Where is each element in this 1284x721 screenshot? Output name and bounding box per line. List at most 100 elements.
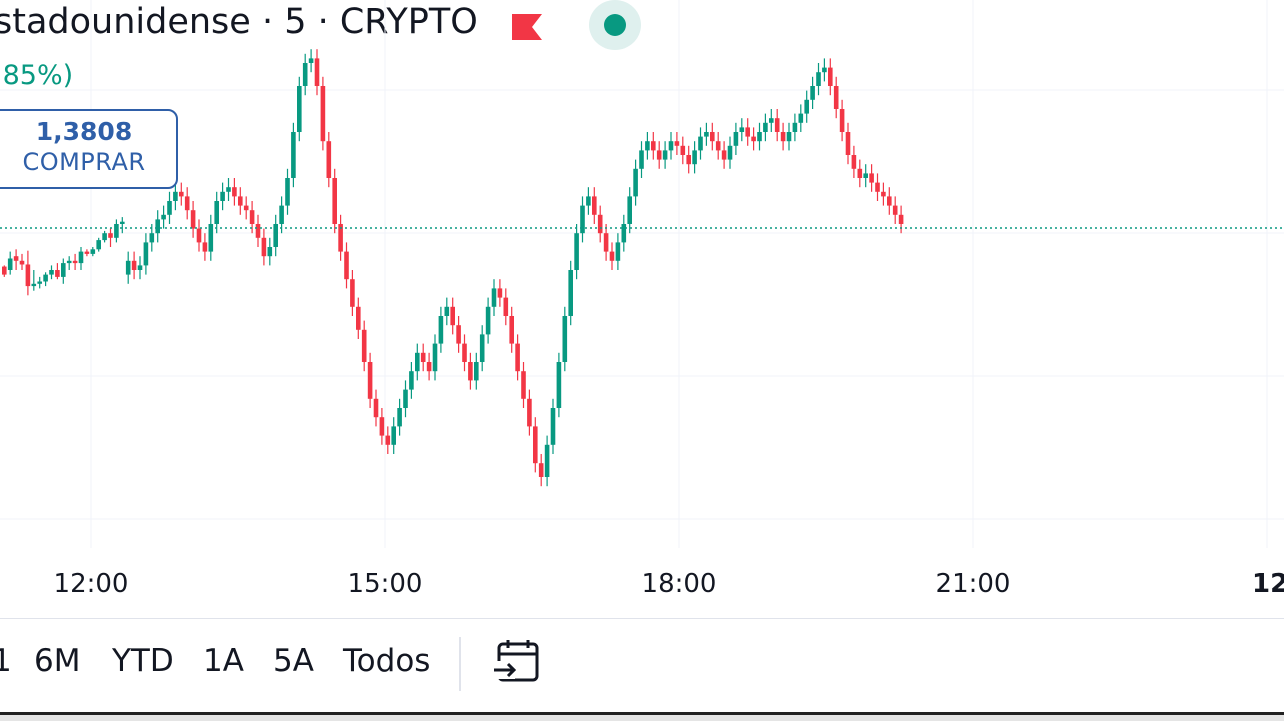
candle-body — [550, 408, 556, 445]
candle-body — [562, 316, 568, 362]
candle-body — [61, 263, 66, 277]
candle-body — [485, 306, 491, 335]
calendar-goto-icon[interactable] — [493, 639, 541, 685]
candle-body — [645, 141, 650, 151]
chart-title[interactable]: stadounidense · 5 · CRYPTO — [0, 2, 478, 42]
range-1[interactable]: 1 — [0, 643, 12, 679]
candle-body — [798, 113, 804, 123]
candle-body — [338, 224, 343, 252]
candle-body — [845, 132, 851, 155]
range-ytd[interactable]: YTD — [112, 643, 174, 679]
candle-body — [651, 141, 656, 151]
candle-body — [491, 288, 497, 307]
candle-body — [603, 233, 609, 252]
candle-body — [816, 72, 821, 86]
candle-body — [892, 205, 898, 215]
candle-body — [538, 463, 544, 477]
candle-body — [763, 122, 768, 132]
candle-body — [326, 141, 332, 178]
candle-body — [869, 173, 874, 183]
candle-body — [680, 145, 686, 155]
x-tick-label: 12:00 — [54, 569, 129, 599]
candle-body — [462, 343, 467, 362]
candle-body — [43, 274, 48, 282]
range-1a[interactable]: 1A — [203, 643, 244, 679]
candle-body — [733, 132, 739, 146]
candle-body — [344, 251, 349, 280]
candle-body — [426, 362, 432, 372]
candle-body — [751, 136, 756, 142]
range-todos[interactable]: Todos — [343, 643, 431, 679]
candle-body — [108, 233, 113, 238]
candle-body — [7, 258, 13, 270]
candle-body — [745, 127, 750, 137]
candle-body — [839, 109, 845, 132]
candle-body — [291, 132, 296, 178]
candle-body — [615, 242, 621, 261]
candle-body — [757, 132, 762, 142]
candle-body — [639, 150, 644, 169]
candle-body — [420, 352, 426, 362]
candle-body — [25, 264, 31, 287]
candle-body — [468, 362, 473, 381]
x-tick-label: 15:00 — [348, 569, 423, 599]
candle-body — [810, 86, 815, 100]
candle-body — [804, 99, 809, 114]
candle-body — [609, 251, 615, 261]
candle-body — [49, 270, 54, 275]
candle-body — [509, 316, 514, 344]
range-5a[interactable]: 5A — [273, 643, 314, 679]
candle-body — [208, 224, 214, 252]
range-6m[interactable]: 6M — [34, 643, 81, 679]
market-status-button[interactable] — [589, 0, 641, 50]
candle-body — [155, 219, 160, 234]
candle-body — [627, 196, 632, 224]
market-open-dot-icon — [604, 14, 626, 36]
candle-body — [686, 155, 691, 165]
candle-body — [320, 86, 326, 142]
candle-body — [90, 249, 96, 254]
candle-body — [373, 398, 379, 418]
candle-body — [727, 145, 733, 160]
buy-button[interactable]: 1,3808 COMPRAR — [0, 109, 178, 189]
candle-body — [143, 242, 149, 266]
candle-body — [125, 260, 131, 275]
candle-body — [721, 150, 727, 160]
candle-body — [332, 178, 337, 224]
bottom-divider — [0, 712, 1284, 721]
candle-body — [586, 196, 591, 206]
candle-body — [503, 297, 509, 316]
candle-body — [450, 306, 455, 326]
range-separator — [459, 637, 461, 691]
candle-body — [556, 362, 562, 408]
candle-body — [179, 191, 184, 197]
candle-body — [656, 150, 662, 160]
candle-body — [2, 266, 7, 275]
candle-body — [149, 233, 155, 243]
candle-body — [574, 233, 579, 270]
candle-body — [267, 247, 273, 257]
candle-body — [432, 343, 438, 372]
candle-body — [385, 435, 391, 445]
candle-body — [308, 58, 314, 63]
candlestick-chart[interactable]: 12:00 15:00 18:00 21:00 12 — [0, 0, 1284, 618]
candle-body — [285, 178, 290, 206]
candle-body — [55, 270, 60, 277]
candle-body — [302, 63, 308, 86]
candle-body — [161, 214, 166, 220]
candle-body — [715, 141, 721, 151]
candles — [2, 49, 904, 487]
candle-body — [190, 210, 196, 229]
x-axis: 12:00 15:00 18:00 21:00 12 — [54, 569, 1284, 599]
candle-body — [167, 201, 172, 215]
candle-body — [356, 306, 361, 330]
candle-body — [13, 256, 19, 261]
candle-body — [851, 155, 857, 169]
candle-body — [668, 141, 674, 151]
candle-body — [66, 260, 72, 264]
candle-body — [350, 279, 355, 307]
candle-body — [273, 224, 278, 247]
candle-body — [379, 417, 385, 436]
candle-body — [521, 371, 526, 399]
flag-icon[interactable] — [510, 12, 544, 42]
